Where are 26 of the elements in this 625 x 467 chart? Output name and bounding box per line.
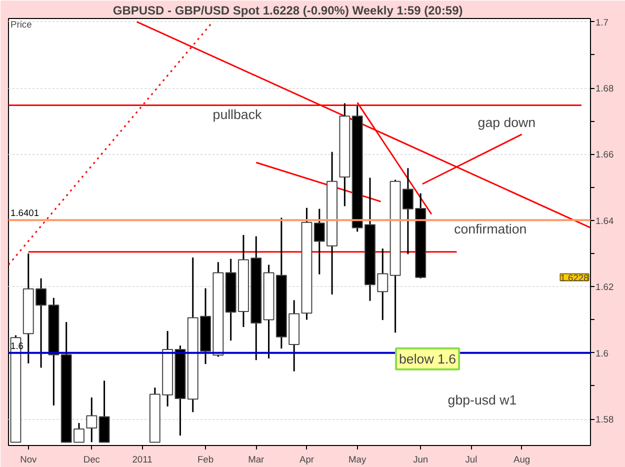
x-tick-label: May: [348, 454, 366, 464]
y-tick-label: 1.66: [596, 150, 614, 160]
y-tick-label: 1.7: [596, 17, 608, 28]
x-tick-label: Apr: [299, 454, 314, 464]
y-tick-label: 1.64: [596, 216, 614, 226]
y-tick-label: 1.68: [596, 84, 614, 94]
x-tick-label: Jun: [413, 454, 428, 464]
y-axis-title: Price: [10, 20, 32, 30]
y-tick-label: 1.62: [596, 282, 614, 292]
annotation: 1.6228: [560, 272, 589, 283]
ref-line-label: 1.6401: [10, 208, 40, 218]
x-tick-label: Feb: [197, 454, 214, 464]
x-tick-label: Nov: [20, 454, 38, 464]
annotation: pullback: [212, 107, 262, 122]
x-tick-label: Mar: [248, 454, 264, 464]
annotation: below 1.6: [399, 351, 456, 366]
chart-title: GBPUSD - GBP/USD Spot 1.6228 (-0.90%) Weekly 1:59 (20:59): [112, 4, 463, 18]
annotation: gbp-usd w1: [448, 392, 517, 408]
x-tick-label: Dec: [83, 454, 100, 464]
annotation: confirmation: [454, 222, 527, 237]
annotation: gap down: [478, 115, 536, 130]
x-tick-label: 2011: [132, 454, 152, 464]
x-tick-label: Aug: [514, 454, 530, 464]
y-tick-label: 1.6: [596, 348, 608, 358]
y-tick-label: 1.58: [596, 414, 614, 425]
x-tick-label: Jul: [465, 454, 478, 464]
